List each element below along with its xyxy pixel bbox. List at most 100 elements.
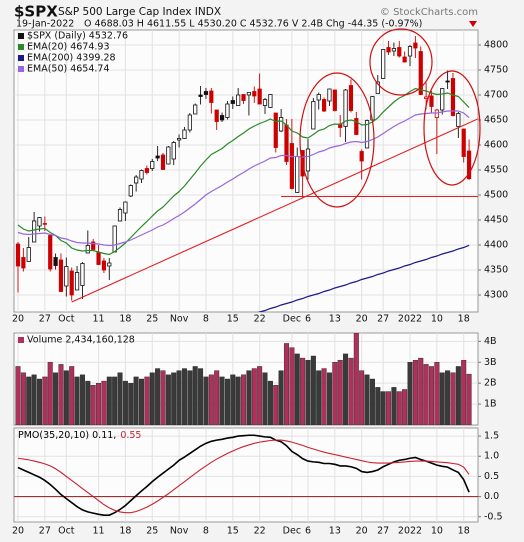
plot-layer	[14, 434, 478, 516]
volume-bar	[305, 359, 311, 425]
candle-body	[32, 220, 37, 243]
y-tick-label: 2B	[484, 378, 497, 389]
candle-body	[289, 143, 294, 189]
volume-bar	[353, 333, 359, 425]
candle-body	[397, 47, 402, 57]
volume-bar	[181, 368, 187, 425]
volume-bar	[230, 374, 236, 425]
source: © StockCharts.com	[380, 7, 478, 18]
candle-body	[144, 168, 149, 173]
candle-body	[241, 94, 246, 101]
candle-body	[354, 118, 359, 135]
ema-line	[17, 110, 470, 247]
x-tick-label: 11	[93, 526, 105, 537]
volume-bar	[294, 353, 300, 425]
x-tick-label: Nov	[170, 526, 189, 537]
candle-body	[375, 81, 380, 94]
candle-body	[327, 88, 332, 102]
x-tick-label: 20	[356, 526, 368, 537]
volume-bar	[139, 378, 145, 425]
candle-body	[85, 245, 90, 254]
candle-body	[74, 272, 80, 291]
candle-body	[252, 91, 257, 97]
candle-body	[209, 90, 214, 103]
x-tick-label: 27	[377, 314, 389, 325]
x-tick-label: 2022	[398, 526, 422, 537]
volume-bar	[20, 372, 26, 425]
candle-body	[160, 154, 166, 170]
volume-bar	[224, 378, 230, 425]
volume-bar	[219, 376, 225, 425]
y-tick-label: 4700	[484, 90, 508, 101]
candle-body	[279, 117, 284, 132]
candle-body	[123, 201, 128, 214]
volume-bar	[241, 374, 247, 425]
volume-bar	[396, 391, 402, 425]
candle-body	[316, 94, 321, 101]
candle-body	[295, 156, 300, 193]
volume-bar	[434, 362, 440, 425]
x-tick-label: 22	[254, 314, 266, 325]
x-tick-label: 10	[431, 526, 443, 537]
candle-body	[64, 266, 69, 287]
volume-bar	[203, 376, 209, 425]
candle-body	[166, 146, 171, 165]
volume-bar	[439, 372, 445, 425]
volume-bar	[461, 359, 467, 425]
candle-body	[155, 155, 160, 159]
x-tick-label: 11	[93, 314, 105, 325]
x-tick-label: 20	[356, 314, 368, 325]
candle-body	[15, 243, 21, 267]
y-tick-label: 0.0	[484, 491, 499, 502]
candle-body	[386, 47, 391, 53]
pmo-line	[17, 434, 470, 516]
legend: Volume 2,434,160,128	[18, 335, 135, 346]
volume-bar	[332, 362, 338, 425]
volume-bar	[36, 378, 42, 425]
volume-bar	[160, 370, 166, 425]
volume-bar	[187, 370, 193, 425]
volume-bar	[262, 372, 268, 425]
volume-bar	[418, 357, 424, 425]
x-tick-label: Oct	[58, 526, 75, 537]
candle-body	[107, 262, 112, 267]
candle-body	[225, 103, 230, 118]
legend-swatch	[18, 337, 24, 343]
volume-bar	[101, 380, 107, 425]
volume-bar	[117, 372, 123, 425]
plot-layer	[15, 333, 472, 425]
x-tick-label: 27	[39, 526, 51, 537]
x-tick-label: 27	[377, 526, 389, 537]
y-tick-label: 1.5	[484, 431, 499, 442]
y-tick-label: 4350	[484, 265, 508, 276]
volume-bar	[348, 357, 354, 425]
pmo-line	[17, 439, 470, 514]
volume-bar	[208, 374, 214, 425]
volume-bar	[380, 391, 386, 425]
volume-bar	[278, 370, 284, 425]
volume-bar	[337, 359, 343, 425]
volume-bar	[171, 372, 177, 425]
volume-bar	[423, 364, 429, 425]
candle-body	[214, 109, 219, 122]
y-tick-label: 4300	[484, 290, 508, 301]
y-tick-label: 1B	[484, 399, 497, 410]
y-tick-label: 4750	[484, 65, 508, 76]
legend-entry: 0.55	[120, 430, 141, 441]
volume-bar	[428, 366, 434, 425]
y-tick-label: 4450	[484, 215, 508, 226]
volume-bar	[133, 376, 139, 425]
x-tick-label: 25	[146, 314, 158, 325]
legend-label: Volume 2,434,160,128	[27, 335, 135, 346]
chart-subtitle: S&P 500 Large Cap Index INDX	[58, 6, 221, 18]
candle-body	[176, 138, 182, 141]
grid-layer	[14, 30, 478, 312]
volume-bar	[326, 372, 332, 425]
volume-bar	[26, 376, 32, 425]
volume-bar	[412, 359, 418, 425]
x-tick-label: 8	[203, 526, 209, 537]
candle-body	[139, 170, 144, 180]
